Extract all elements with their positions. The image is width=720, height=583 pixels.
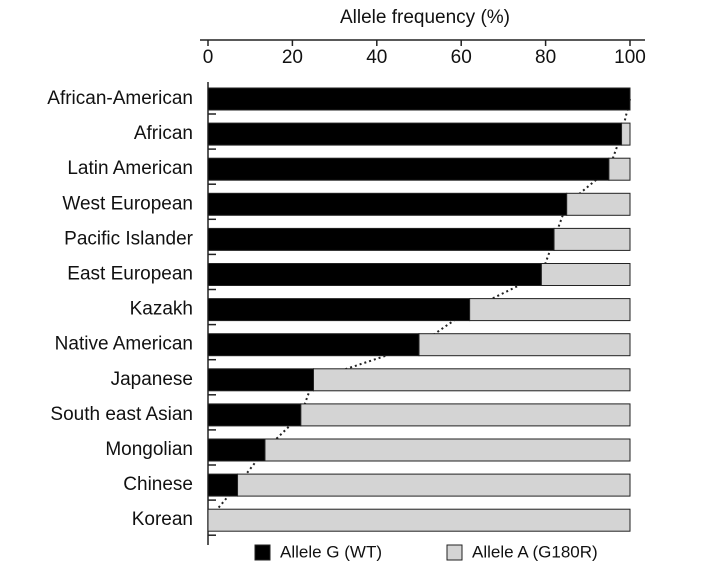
bar-segment — [207, 227, 555, 251]
y-tick-label: South east Asian — [50, 404, 193, 425]
legend-label: Allele G (WT) — [280, 542, 382, 561]
legend-swatch — [254, 544, 271, 561]
bar-segment — [566, 192, 631, 216]
y-tick-label: African-American — [47, 88, 193, 109]
x-tick-label: 60 — [451, 47, 472, 68]
bar-segment — [207, 368, 314, 392]
bar-segment — [207, 122, 623, 146]
x-tick-label: 20 — [282, 47, 303, 68]
y-tick-label: Chinese — [123, 474, 193, 495]
x-tick-label: 0 — [203, 47, 214, 68]
bar-segment — [207, 87, 631, 111]
bar-segment — [207, 403, 302, 427]
y-tick-label: Kazakh — [130, 299, 193, 320]
y-tick-label: African — [134, 123, 193, 144]
y-tick-label: Pacific Islander — [64, 228, 194, 249]
bar-segment — [469, 298, 631, 322]
y-tick-label: Mongolian — [105, 439, 193, 460]
y-tick-label: West European — [62, 193, 193, 214]
bar-segment — [207, 473, 239, 497]
bar-segment — [207, 263, 542, 286]
bar-segment — [313, 368, 631, 392]
y-tick-label: Native American — [55, 334, 193, 355]
bar-segment — [621, 122, 631, 146]
bar-segment — [300, 403, 631, 427]
bar-segment — [553, 227, 631, 251]
bar-segment — [207, 192, 568, 216]
legend-swatch — [446, 544, 463, 561]
bar-segment — [264, 438, 631, 462]
legend-label: Allele A (G180R) — [472, 542, 598, 561]
bar-segment — [207, 157, 610, 181]
x-tick-label: 80 — [535, 47, 556, 68]
bar-segment — [207, 508, 631, 532]
bar-segment — [207, 298, 471, 322]
bar-segment — [207, 333, 420, 357]
x-tick-label: 100 — [614, 47, 646, 68]
bar-segment — [418, 333, 631, 357]
x-axis-title: Allele frequency (%) — [340, 7, 510, 28]
y-tick-label: East European — [67, 264, 193, 285]
bar-segment — [237, 473, 631, 497]
bar-segment — [540, 263, 631, 286]
y-tick-label: Latin American — [67, 158, 193, 179]
bar-segment — [207, 438, 266, 462]
x-tick-label: 40 — [366, 47, 387, 68]
bar-segment — [608, 157, 631, 181]
y-tick-label: Korean — [132, 509, 193, 530]
y-tick-label: Japanese — [111, 369, 193, 390]
